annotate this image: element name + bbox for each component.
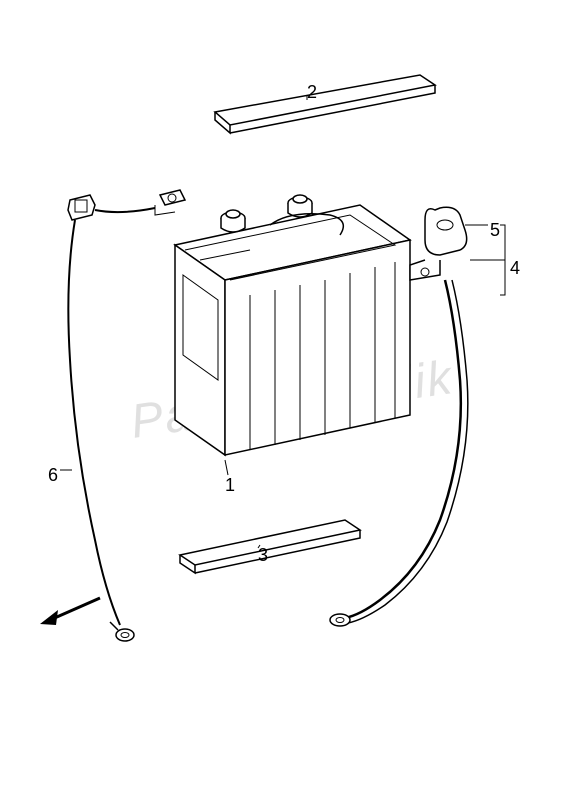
battery <box>175 195 410 475</box>
callout-2: 2 <box>307 82 317 103</box>
callout-3: 3 <box>258 545 268 566</box>
parts-diagram: PartsRepublik <box>0 0 584 800</box>
top-pad <box>215 75 435 133</box>
bottom-pad <box>180 520 360 573</box>
direction-arrow <box>40 598 100 625</box>
diagram-svg <box>0 0 584 800</box>
callout-5: 5 <box>490 220 500 241</box>
callout-1: 1 <box>225 475 235 496</box>
callout-4: 4 <box>510 258 520 279</box>
negative-wire <box>60 190 185 641</box>
callout-6: 6 <box>48 465 58 486</box>
